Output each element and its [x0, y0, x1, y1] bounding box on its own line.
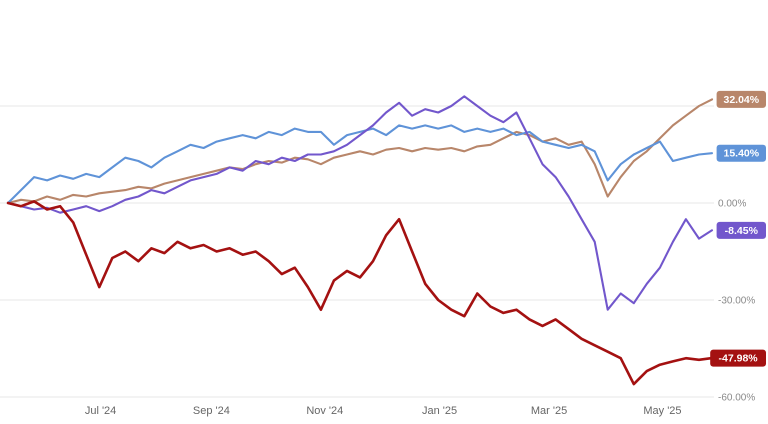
series-line-purple-series	[6, 95, 714, 311]
value-badge-label-purple-series: -8.45%	[725, 225, 759, 237]
x-axis-tick-label: May '25	[643, 405, 681, 417]
x-axis-tick-label: Jan '25	[422, 405, 457, 417]
x-axis-tick-label: Nov '24	[306, 405, 343, 417]
value-badge-purple-series	[716, 221, 766, 239]
value-badge-red-series	[710, 349, 766, 367]
value-badge-label-tan-series: 32.04%	[723, 94, 759, 106]
x-axis-tick-label: Jul '24	[85, 405, 116, 417]
value-badge-blue-series	[716, 144, 766, 162]
x-axis-tick-label: Mar '25	[531, 405, 567, 417]
series-line-tan-series	[6, 98, 714, 205]
x-axis-tick-label: Sep '24	[193, 405, 230, 417]
y-axis-tick-label: 0.00%	[718, 199, 746, 210]
value-badge-label-red-series: -47.98%	[719, 353, 759, 365]
y-axis-tick-label: -60.00%	[718, 393, 755, 404]
value-badge-label-blue-series: 15.40%	[723, 148, 759, 160]
value-badge-tan-series	[716, 90, 766, 108]
y-axis-tick-label: -30.00%	[718, 296, 755, 307]
series-line-red-series	[6, 200, 714, 386]
series-line-blue-series	[6, 124, 714, 205]
